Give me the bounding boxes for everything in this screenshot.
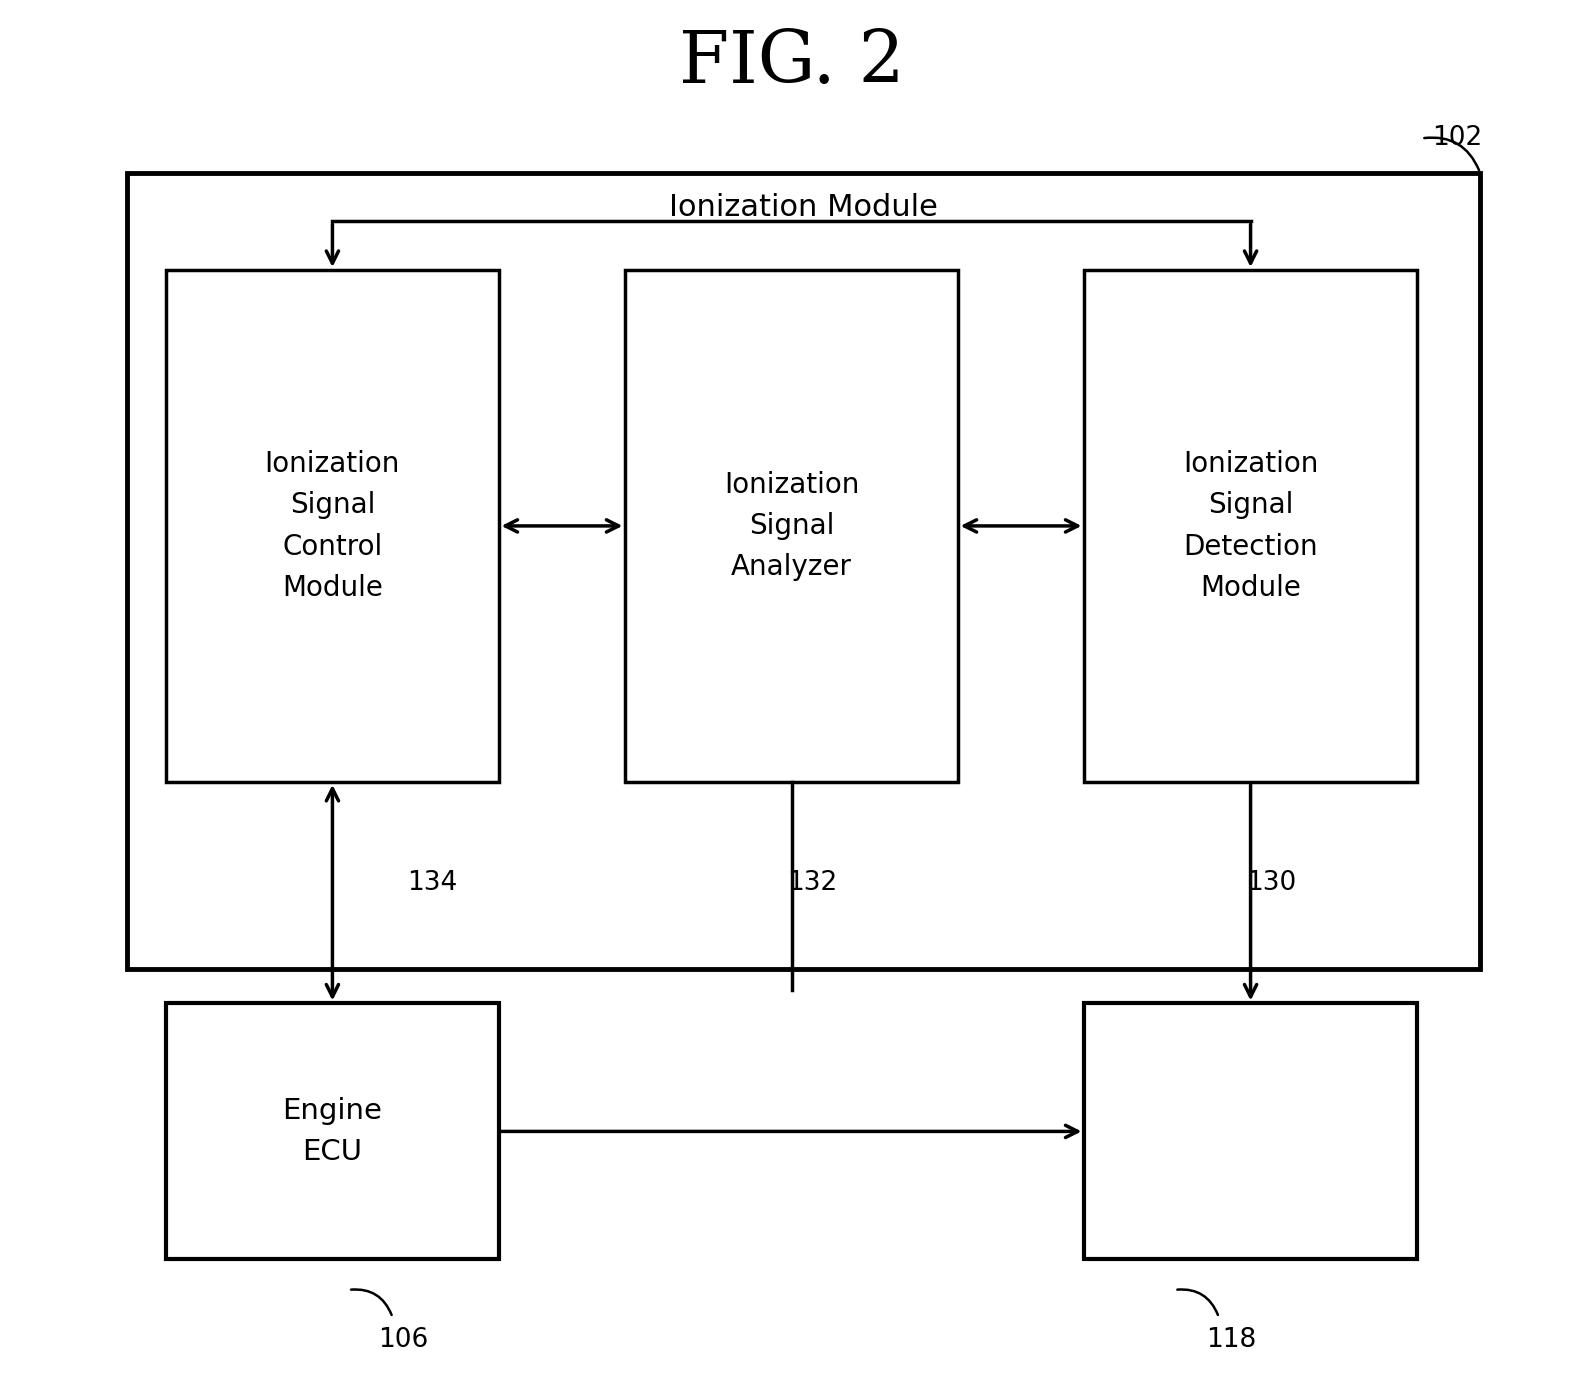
Text: Ionization
Signal
Analyzer: Ionization Signal Analyzer [723, 471, 860, 581]
Text: Ionization Module: Ionization Module [670, 194, 937, 221]
Text: 134: 134 [407, 871, 457, 895]
Bar [127, 173, 1480, 969]
Text: 130: 130 [1246, 871, 1296, 895]
Bar [1084, 270, 1417, 782]
Bar [166, 270, 499, 782]
Text: 132: 132 [787, 871, 837, 895]
Bar [166, 1003, 499, 1259]
Bar [625, 270, 958, 782]
Text: 118: 118 [1206, 1327, 1257, 1352]
Text: FIG. 2: FIG. 2 [679, 28, 904, 97]
Text: 102: 102 [1433, 126, 1483, 151]
Bar [1084, 1003, 1417, 1259]
Text: Engine
ECU: Engine ECU [282, 1096, 383, 1165]
Text: 106: 106 [378, 1327, 429, 1352]
Text: Ionization
Signal
Detection
Module: Ionization Signal Detection Module [1183, 450, 1319, 602]
Text: Ionization
Signal
Control
Module: Ionization Signal Control Module [264, 450, 400, 602]
